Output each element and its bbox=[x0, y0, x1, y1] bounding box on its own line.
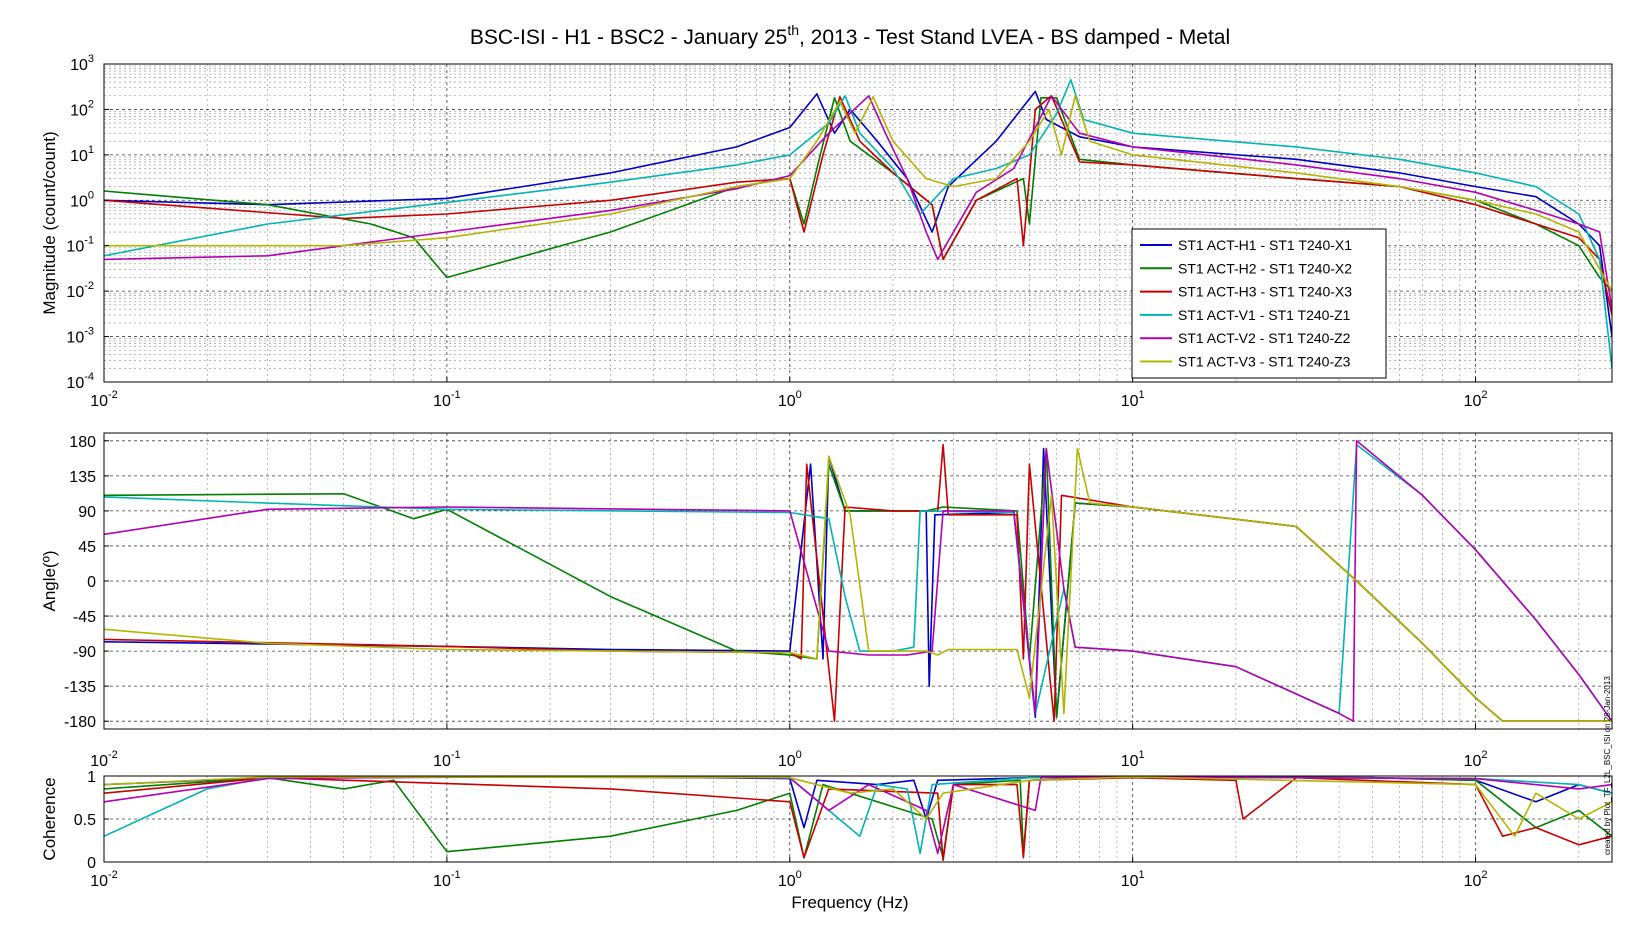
x-axis-label: Frequency (Hz) bbox=[791, 893, 908, 912]
legend-entry-5: ST1 ACT-V2 - ST1 T240-Z2 bbox=[1178, 330, 1351, 346]
magnitude-series-line-6 bbox=[104, 95, 1612, 292]
phase-x-tick-label: 10-1 bbox=[433, 749, 461, 770]
legend-entry-6: ST1 ACT-V3 - ST1 T240-Z3 bbox=[1178, 354, 1351, 370]
magnitude-axes-border bbox=[103, 63, 1613, 383]
legend: ST1 ACT-H1 - ST1 T240-X1 ST1 ACT-H2 - ST1… bbox=[1131, 228, 1387, 379]
coherence-y-tick-label: 1 bbox=[87, 769, 96, 786]
phase-series-line-5 bbox=[104, 440, 1612, 722]
phase-y-tick-label: 90 bbox=[78, 504, 96, 521]
legend-box bbox=[1131, 228, 1387, 379]
magnitude-series-line-3 bbox=[104, 95, 1612, 316]
magnitude-y-tick-label: 100 bbox=[70, 189, 94, 210]
phase-y-tick-label: -180 bbox=[64, 714, 96, 731]
magnitude-x-tick-label: 101 bbox=[1121, 389, 1145, 410]
phase-panel: -180 -135 -90 -45 0 45 90 135 180 10-2 10-1 100 101 1… bbox=[40, 432, 1613, 770]
phase-grid bbox=[104, 433, 1612, 729]
coherence-x-tick-label: 100 bbox=[778, 869, 802, 890]
phase-y-tick-label: 45 bbox=[78, 539, 96, 556]
phase-y-axis-label: Angle(º) bbox=[40, 550, 59, 611]
phase-plot-area bbox=[103, 432, 1613, 730]
coherence-series-group bbox=[104, 776, 1612, 862]
magnitude-y-tick-label: 102 bbox=[70, 98, 94, 119]
phase-y-tick-label: -45 bbox=[73, 609, 96, 626]
magnitude-y-tick-label: 103 bbox=[70, 53, 94, 74]
chart-title: BSC-ISI - H1 - BSC2 - January 25th, 2013… bbox=[470, 22, 1230, 49]
magnitude-y-tick-label: 10-1 bbox=[66, 235, 94, 256]
magnitude-series-line-1 bbox=[104, 90, 1612, 337]
magnitude-y-axis-label: Magnitude (count/count) bbox=[40, 131, 59, 314]
phase-y-tick-label: -135 bbox=[64, 679, 96, 696]
phase-y-tick-label: 180 bbox=[69, 434, 96, 451]
phase-series-line-6 bbox=[104, 447, 1612, 722]
phase-x-tick-label: 102 bbox=[1464, 749, 1488, 770]
coherence-series-line-3 bbox=[104, 776, 1612, 862]
coherence-x-tick-label: 101 bbox=[1121, 869, 1145, 890]
legend-entry-4: ST1 ACT-V1 - ST1 T240-Z1 bbox=[1178, 307, 1351, 323]
coherence-y-tick-label: 0.5 bbox=[74, 812, 96, 829]
coherence-series-line-6 bbox=[104, 776, 1612, 837]
coherence-x-tick-label: 102 bbox=[1464, 869, 1488, 890]
phase-y-tick-label: -90 bbox=[73, 644, 96, 661]
magnitude-series-line-5 bbox=[104, 95, 1612, 310]
magnitude-series-line-4 bbox=[104, 79, 1612, 369]
coherence-plot-area bbox=[103, 775, 1613, 863]
coherence-y-tick-label: 0 bbox=[87, 855, 96, 872]
coherence-y-axis-label: Coherence bbox=[40, 777, 59, 860]
coherence-x-tick-label: 10-2 bbox=[90, 869, 118, 890]
phase-y-tick-label: 0 bbox=[87, 574, 96, 591]
magnitude-y-tick-label: 101 bbox=[70, 144, 94, 165]
magnitude-series-group bbox=[104, 79, 1612, 369]
magnitude-x-tick-label: 10-2 bbox=[90, 389, 118, 410]
phase-y-tick-label: 135 bbox=[69, 469, 96, 486]
magnitude-y-tick-label: 10-2 bbox=[66, 280, 94, 301]
coherence-panel: 0 0.5 1 10-2 10-1 100 101 102 Coherence bbox=[40, 769, 1613, 890]
phase-series-group bbox=[104, 440, 1612, 722]
legend-entry-2: ST1 ACT-H2 - ST1 T240-X2 bbox=[1178, 260, 1352, 276]
side-note: created by Plot_TF_L2L_BSC_ISI on 28-Jan… bbox=[1603, 676, 1612, 855]
magnitude-y-tick-label: 10-4 bbox=[66, 371, 94, 392]
magnitude-x-tick-label: 102 bbox=[1464, 389, 1488, 410]
coherence-x-tick-label: 10-1 bbox=[433, 869, 461, 890]
legend-entry-3: ST1 ACT-H3 - ST1 T240-X3 bbox=[1178, 284, 1352, 300]
phase-x-tick-label: 100 bbox=[778, 749, 802, 770]
magnitude-x-tick-label: 10-1 bbox=[433, 389, 461, 410]
legend-entry-1: ST1 ACT-H1 - ST1 T240-X1 bbox=[1178, 237, 1352, 253]
magnitude-x-tick-label: 100 bbox=[778, 389, 802, 410]
magnitude-y-tick-label: 10-3 bbox=[66, 326, 94, 347]
phase-x-tick-label: 101 bbox=[1121, 749, 1145, 770]
phase-x-tick-label: 10-2 bbox=[90, 749, 118, 770]
